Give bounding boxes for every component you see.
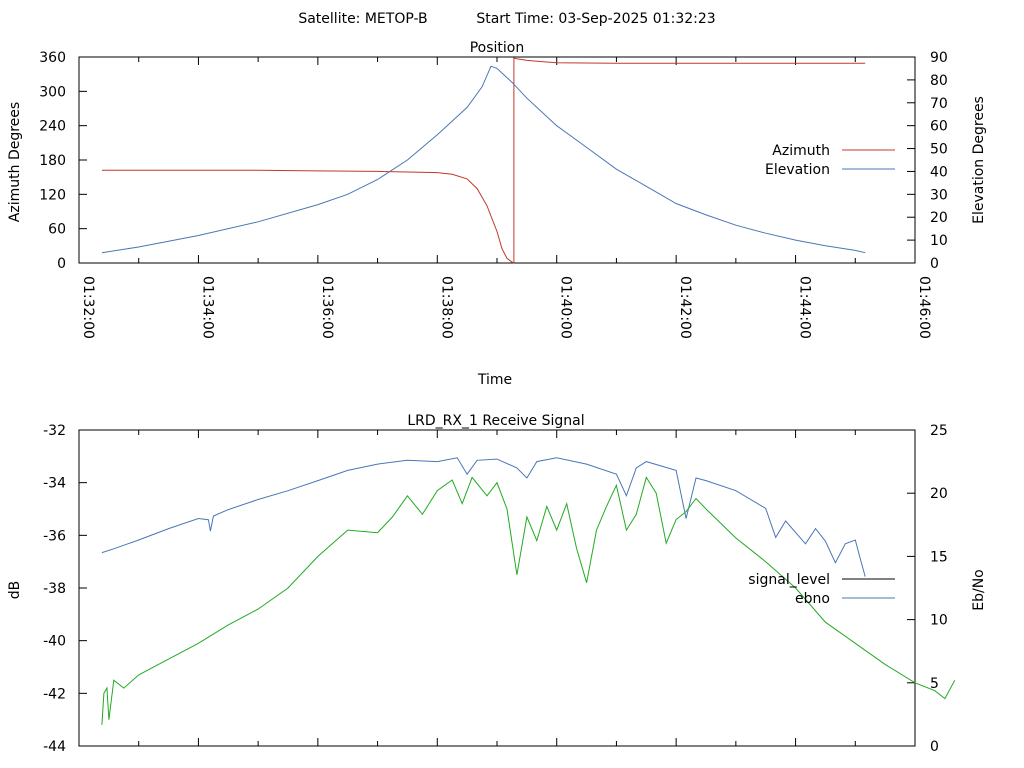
y-tick-label: 120 [39, 187, 66, 203]
y-tick-label: 60 [48, 222, 66, 238]
series-line-ebno [101, 457, 866, 577]
y2-tick-label: 0 [930, 256, 939, 272]
y2-tick-label: 5 [930, 676, 939, 692]
x-tick-label: 01:46:00 [916, 276, 932, 339]
x-tick-label: 01:34:00 [199, 276, 215, 339]
receive-signal-series-lines [101, 457, 956, 725]
position-y-axis-label: Azimuth Degrees [7, 102, 23, 222]
receive-signal-axes: -44 -42 -40 -38 -36 -34 -32 0 5 10 15 20 25 [43, 423, 948, 755]
start-time-label: Start Time: 03-Sep-2025 01:32:23 [476, 11, 715, 27]
y-tick-label: -34 [43, 476, 66, 492]
y2-tick-label: 50 [930, 142, 948, 158]
series-line-Elevation [101, 65, 866, 254]
y2-tick-label: 80 [930, 73, 948, 89]
series-line-Azimuth [101, 57, 866, 264]
position-y2-axis-label: Elevation Degrees [971, 96, 987, 224]
y2-tick-label: 20 [930, 486, 948, 502]
y2-tick-label: 70 [930, 96, 948, 112]
y-tick-label: -40 [43, 634, 66, 650]
y-tick-label: 180 [39, 153, 66, 169]
y-tick-label: 0 [57, 256, 66, 272]
y-tick-label: -38 [43, 581, 66, 597]
position-axes: 01:32:00 01:34:00 01:36:00 01:38:00 01:40:00… [39, 50, 948, 339]
receive-signal-y-axis-label: dB [7, 581, 23, 600]
y2-tick-label: 20 [930, 210, 948, 226]
position-series-lines [101, 57, 866, 264]
y2-tick-label: 0 [930, 739, 939, 755]
receive-signal-chart-title: LRD_RX_1 Receive Signal [407, 413, 584, 429]
y-tick-label: 300 [39, 84, 66, 100]
plot-border [78, 429, 916, 747]
legend-label: Elevation [765, 162, 830, 178]
y2-tick-label: 30 [930, 187, 948, 203]
x-tick-label: 01:44:00 [797, 276, 813, 339]
legend-label: Azimuth [772, 143, 830, 159]
y2-tick-label: 60 [930, 119, 948, 135]
y2-tick-label: 25 [930, 423, 948, 439]
position-chart-title: Position [470, 40, 525, 56]
x-tick-label: 01:32:00 [80, 276, 96, 339]
legend-label: ebno [795, 591, 830, 607]
position-chart: Position Time Azimuth Degrees Elevation … [7, 40, 987, 388]
y-tick-label: -32 [43, 423, 66, 439]
position-x-axis-label: Time [477, 372, 512, 388]
legend-label: signal_level [748, 572, 830, 588]
receive-signal-chart: LRD_RX_1 Receive Signal dB Eb/No -44-42-… [7, 413, 987, 755]
y-tick-label: -36 [43, 528, 66, 544]
y2-tick-label: 40 [930, 164, 948, 180]
series-line-unlabeled-2 [101, 476, 956, 725]
y2-tick-label: 10 [930, 233, 948, 249]
y2-tick-label: 10 [930, 613, 948, 629]
y-tick-label: -44 [43, 739, 66, 755]
x-tick-label: 01:42:00 [677, 276, 693, 339]
y-tick-label: 360 [39, 50, 66, 66]
receive-signal-y2-axis-label: Eb/No [971, 569, 987, 611]
satellite-label: Satellite: METOP-B [298, 11, 427, 27]
position-legend: Azimuth Elevation [765, 143, 895, 178]
x-tick-label: 01:36:00 [319, 276, 335, 339]
x-tick-label: 01:40:00 [558, 276, 574, 339]
y-tick-label: -42 [43, 686, 66, 702]
y-tick-label: 240 [39, 119, 66, 135]
x-tick-label: 01:38:00 [438, 276, 454, 339]
y2-tick-label: 15 [930, 549, 948, 565]
y2-tick-label: 90 [930, 50, 948, 66]
